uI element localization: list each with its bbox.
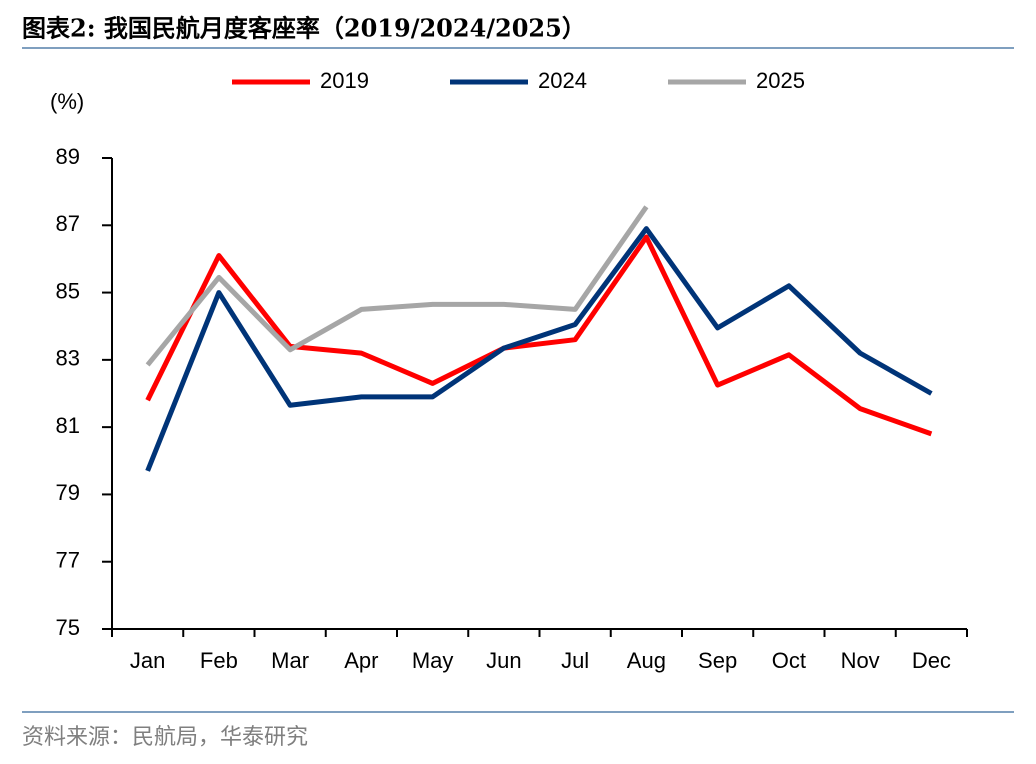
line-series: [145, 234, 933, 437]
y-tick-label: 79: [56, 480, 80, 505]
x-tick-label: Jan: [130, 648, 165, 673]
legend-label: 2019: [320, 68, 369, 93]
chart-title: 图表2: 我国民航月度客座率（2019/2024/2025）: [22, 14, 586, 43]
y-tick-label: 89: [56, 144, 80, 169]
x-tick-label: Nov: [841, 648, 880, 673]
x-tick-label: Dec: [912, 648, 951, 673]
y-tick-label: 83: [56, 346, 80, 371]
y-tick-label: 81: [56, 413, 80, 438]
y-tick-label: 85: [56, 278, 80, 303]
x-tick-label: May: [412, 648, 454, 673]
x-tick-label: Aug: [627, 648, 666, 673]
source: 资料来源：民航局，华泰研究: [22, 725, 308, 750]
x-tick-label: Feb: [200, 648, 238, 673]
legend-label: 2024: [538, 68, 587, 93]
line-series: [145, 226, 933, 472]
line-series: [145, 205, 649, 367]
y-axis-label: (%): [50, 89, 84, 114]
y-tick-label: 87: [56, 211, 80, 236]
x-tick-label: Sep: [698, 648, 737, 673]
x-tick-label: Oct: [772, 648, 806, 673]
x-tick-label: Jun: [486, 648, 521, 673]
y-tick-label: 77: [56, 548, 80, 573]
x-tick-label: Mar: [271, 648, 309, 673]
x-tick-label: Jul: [561, 648, 589, 673]
legend-label: 2025: [756, 68, 805, 93]
x-tick-label: Apr: [344, 648, 378, 673]
y-tick-label: 75: [56, 615, 80, 640]
